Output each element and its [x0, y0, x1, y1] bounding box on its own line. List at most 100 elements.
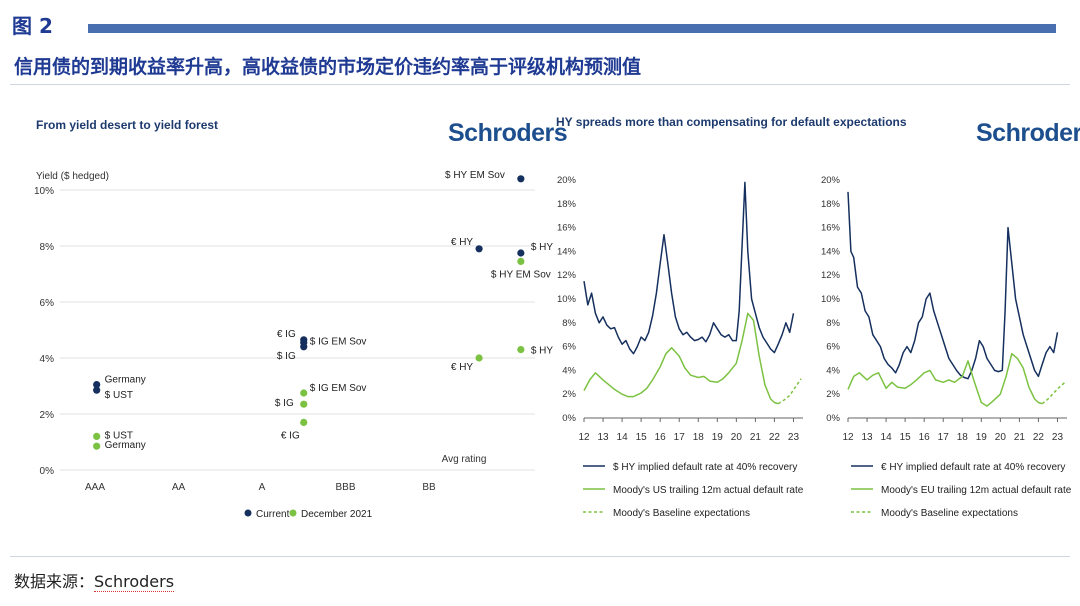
chart1-legend-marker [289, 509, 297, 517]
chart3-x-tick-label: 20 [995, 432, 1007, 443]
chart2-y-tick-label: 20% [557, 175, 577, 186]
chart1-y-tick-label: 0% [40, 466, 55, 477]
chart1-point [517, 175, 525, 183]
chart2-legend-label: Moody's Baseline expectations [613, 508, 750, 519]
chart1-point [300, 389, 308, 397]
chart2-y-tick-label: 16% [557, 223, 577, 234]
chart1-x-tick-label: BBB [335, 482, 355, 493]
chart2-brand-logo: Schroders [976, 119, 1080, 147]
chart3-y-tick-label: 14% [821, 246, 841, 257]
chart3-legend-label: Moody's EU trailing 12m actual default r… [881, 485, 1072, 496]
chart1-brand-logo: Schroders [448, 119, 567, 147]
chart2-y-tick-label: 18% [557, 199, 577, 210]
chart3-y-tick-label: 0% [826, 413, 840, 424]
chart1-point-label: $ HY EM Sov [445, 170, 505, 181]
chart1-legend-label: December 2021 [301, 509, 373, 520]
chart1-y-tick-label: 6% [40, 298, 55, 309]
chart3-y-tick-label: 20% [821, 175, 841, 186]
chart2-x-tick-label: 16 [655, 432, 667, 443]
chart3-legend-label: Moody's Baseline expectations [881, 508, 1018, 519]
chart3-y-tick-label: 16% [821, 223, 841, 234]
chart2-title: HY spreads more than compensating for de… [556, 115, 907, 129]
top-divider [10, 84, 1070, 85]
chart3-series-line [847, 352, 1043, 407]
chart1-point-label: $ HY EM Sov [491, 269, 551, 280]
chart3-y-tick-label: 10% [821, 294, 841, 305]
figure-number: 图 2 [12, 14, 53, 38]
chart3-series-line [1041, 381, 1066, 405]
chart2-y-tick-label: 14% [557, 246, 577, 257]
chart1-point [93, 442, 101, 450]
chart3-x-tick-label: 21 [1014, 432, 1026, 443]
chart1-legend-marker [244, 509, 252, 517]
chart2-y-tick-label: 4% [562, 365, 576, 376]
chart1-x-tick-label: BB [422, 482, 436, 493]
chart1-point [300, 418, 308, 426]
chart1-point-label: € HY [451, 237, 474, 248]
chart2-x-tick-label: 23 [788, 432, 800, 443]
source-note: 数据来源：Schroders [14, 568, 175, 592]
chart3-y-tick-label: 4% [826, 365, 840, 376]
chart1-point-label: $ IG EM Sov [310, 383, 367, 394]
chart1-point-label: Germany [105, 440, 146, 451]
chart2-x-tick-label: 12 [578, 432, 590, 443]
chart1-y-axis-label: Yield ($ hedged) [36, 171, 109, 182]
chart1-legend-label: Current [256, 509, 290, 520]
chart3-x-tick-label: 12 [842, 432, 854, 443]
chart3-y-tick-label: 6% [826, 342, 840, 353]
chart1-x-axis-label: Avg rating [442, 454, 487, 465]
chart1-point [93, 381, 101, 389]
chart2-x-tick-label: 22 [769, 432, 781, 443]
chart1-point [475, 354, 483, 362]
chart2-y-tick-label: 6% [562, 342, 576, 353]
chart1-point-label: $ IG [275, 398, 294, 409]
chart3-legend-label: € HY implied default rate at 40% recover… [881, 462, 1065, 473]
chart3-y-tick-label: 8% [826, 318, 840, 329]
chart1-point [517, 249, 525, 257]
chart2-series-line [583, 312, 779, 405]
chart3-y-tick-label: 2% [826, 389, 840, 400]
chart3-y-tick-label: 12% [821, 270, 841, 281]
chart1-point [300, 343, 308, 351]
figure-headline: 信用债的到期收益率升高，高收益债的市场定价违约率高于评级机构预测值 [14, 56, 642, 78]
chart1-point-label: $ HY [531, 242, 554, 253]
chart1-point [475, 245, 483, 253]
chart1-point-label: $ IG EM Sov [310, 337, 367, 348]
chart2-x-tick-label: 21 [750, 432, 762, 443]
chart3-x-tick-label: 22 [1033, 432, 1045, 443]
chart3-x-tick-label: 23 [1052, 432, 1064, 443]
chart1-y-tick-label: 8% [40, 242, 55, 253]
chart1-x-tick-label: AAA [85, 482, 105, 493]
chart3-x-tick-label: 18 [957, 432, 969, 443]
chart1-point-label: $ IG [277, 351, 296, 362]
chart1-y-tick-label: 2% [40, 410, 55, 421]
bottom-divider [10, 556, 1070, 557]
chart1-point [517, 257, 525, 265]
chart1-point-label: € HY [451, 362, 474, 373]
chart3-x-tick-label: 14 [881, 432, 893, 443]
chart2-x-tick-label: 20 [731, 432, 743, 443]
chart1-x-tick-label: AA [172, 482, 186, 493]
chart1-y-tick-label: 4% [40, 354, 55, 365]
chart2-x-tick-label: 15 [636, 432, 648, 443]
chart3-x-tick-label: 15 [900, 432, 912, 443]
chart2-legend-label: Moody's US trailing 12m actual default r… [613, 485, 804, 496]
chart2-y-tick-label: 0% [562, 413, 576, 424]
chart3-x-tick-label: 16 [919, 432, 931, 443]
chart2-y-tick-label: 8% [562, 318, 576, 329]
chart1-point [93, 386, 101, 394]
chart1-title: From yield desert to yield forest [36, 118, 218, 132]
chart1-point-label: $ HY [531, 346, 554, 357]
chart2-legend-label: $ HY implied default rate at 40% recover… [613, 462, 797, 473]
chart2-series-line [777, 378, 802, 405]
chart1-point-label: $ UST [105, 390, 133, 401]
chart2-series-line [583, 181, 795, 355]
chart3-y-tick-label: 18% [821, 199, 841, 210]
chart2-y-tick-label: 12% [557, 270, 577, 281]
chart3-x-tick-label: 17 [938, 432, 950, 443]
chart2-x-tick-label: 14 [617, 432, 629, 443]
source-name: Schroders [94, 572, 175, 592]
chart2-y-tick-label: 10% [557, 294, 577, 305]
chart1-point [517, 346, 525, 354]
